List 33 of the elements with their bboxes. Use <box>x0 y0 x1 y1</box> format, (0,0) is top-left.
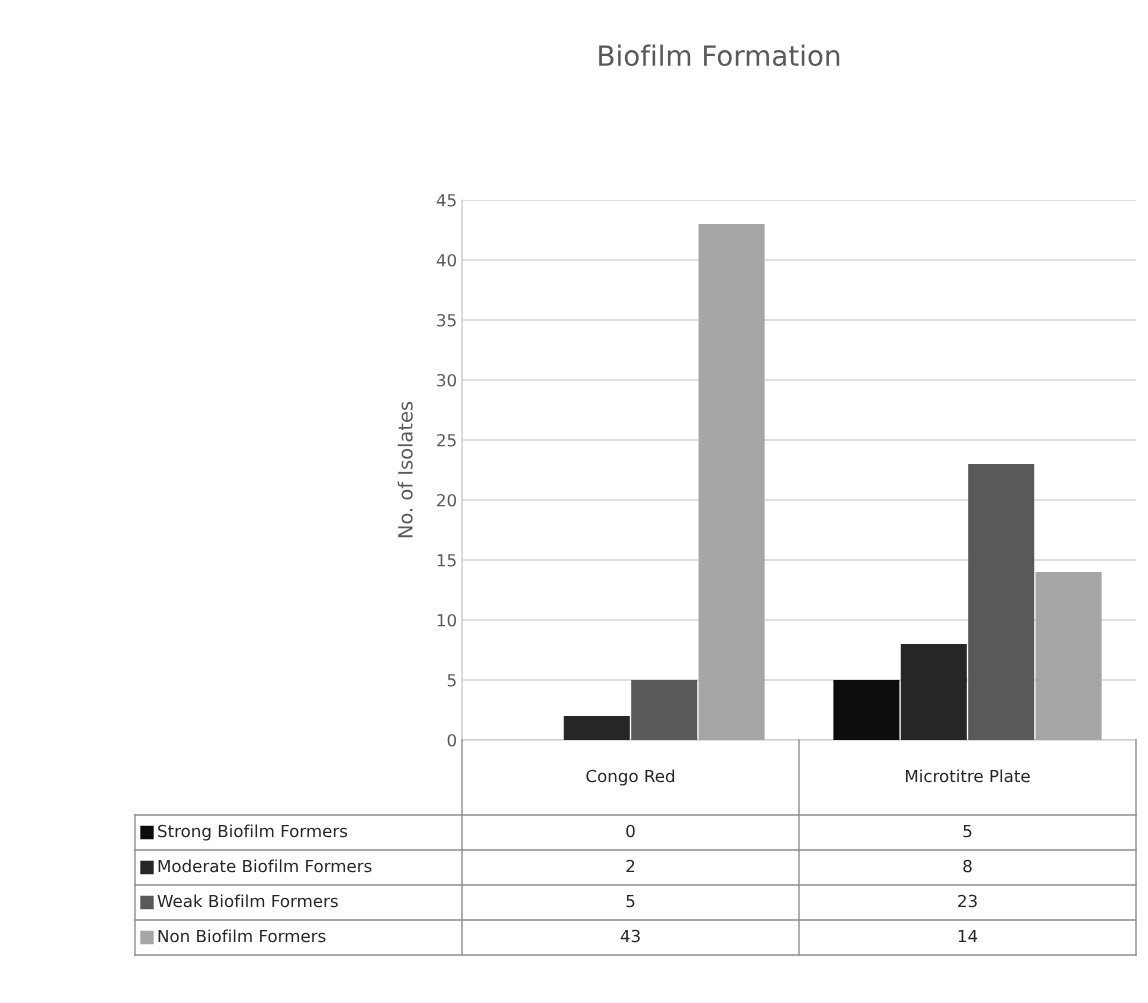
y-tick-label: 20 <box>437 493 457 507</box>
x-tick-label: Microtitre Plate <box>906 769 1030 783</box>
y-tick-label: 25 <box>437 433 456 447</box>
legend-label: Strong Biofilm Formers <box>158 824 348 841</box>
bar <box>900 644 967 740</box>
data-label: 43 <box>620 929 640 943</box>
data-label: 2 <box>626 859 635 873</box>
y-tick-label: 40 <box>436 253 457 267</box>
data-label: 5 <box>626 894 635 908</box>
data-label: 8 <box>963 859 972 873</box>
y-axis-title: No. of Isolates <box>397 401 413 538</box>
data-label: 5 <box>963 824 972 838</box>
x-tick-label: Congo Red <box>586 769 675 786</box>
legend-label: Moderate Biofilm Formers <box>158 859 372 873</box>
data-label: 0 <box>626 824 635 838</box>
y-tick-label: 45 <box>436 194 456 207</box>
data-label: 23 <box>958 894 977 908</box>
y-tick-label: 35 <box>437 313 456 327</box>
data-label: 14 <box>958 929 978 943</box>
bar <box>631 680 698 740</box>
y-tick-label: 30 <box>437 373 457 387</box>
y-tick-label: 5 <box>447 674 456 687</box>
bar <box>968 464 1035 740</box>
bar <box>698 224 765 740</box>
legend-label: Weak Biofilm Formers <box>157 894 338 908</box>
y-tick-label: 15 <box>437 554 456 567</box>
legend-label: Non Biofilm Formers <box>158 929 326 943</box>
bar <box>833 680 900 740</box>
y-tick-label: 0 <box>447 733 457 747</box>
bar <box>1035 572 1102 740</box>
chart-title: Biofilm Formation <box>599 44 840 67</box>
bar <box>563 716 630 740</box>
y-tick-label: 10 <box>437 613 457 627</box>
